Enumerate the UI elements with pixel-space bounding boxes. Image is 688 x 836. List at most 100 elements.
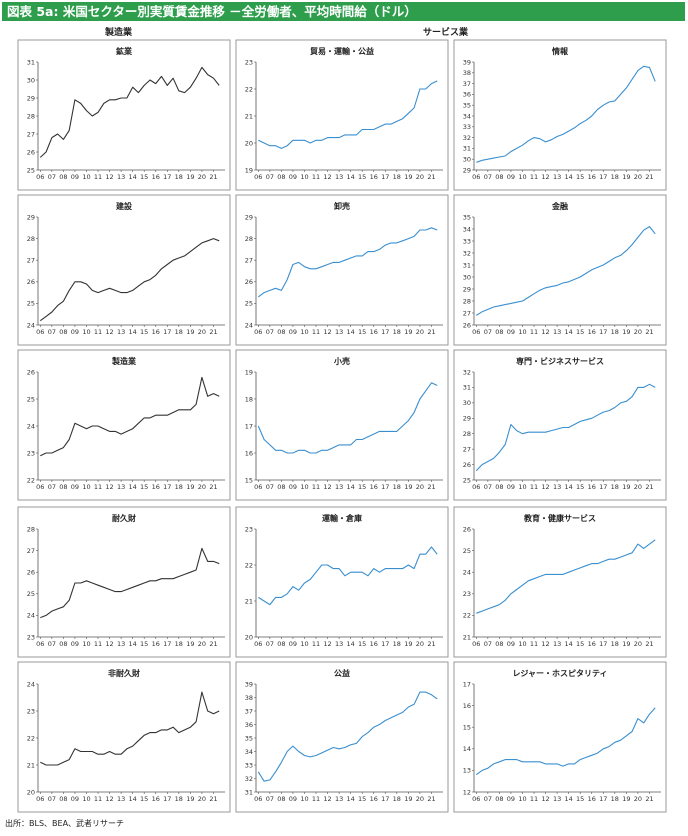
x-tick-label: 13 — [335, 328, 343, 336]
x-tick-label: 17 — [599, 640, 607, 648]
x-tick-label: 15 — [140, 173, 148, 181]
y-tick-label: 38 — [463, 69, 471, 77]
panel-title: 貿易・運輸・公益 — [310, 46, 374, 56]
x-tick-label: 14 — [565, 328, 573, 336]
x-tick-label: 16 — [588, 795, 596, 803]
x-tick-label: 11 — [312, 795, 320, 803]
y-tick-label: 33 — [463, 123, 471, 131]
x-tick-label: 14 — [565, 640, 573, 648]
y-tick-label: 20 — [245, 139, 253, 147]
y-tick-label: 30 — [463, 273, 471, 281]
x-tick-label: 07 — [266, 640, 274, 648]
y-tick-label: 36 — [245, 721, 253, 729]
y-tick-label: 22 — [27, 476, 35, 484]
x-tick-label: 06 — [472, 795, 480, 803]
y-tick-label: 21 — [245, 597, 253, 605]
panel-frame — [453, 506, 667, 658]
x-tick-label: 09 — [71, 328, 79, 336]
x-tick-label: 10 — [518, 795, 526, 803]
x-tick-label: 18 — [611, 173, 619, 181]
x-tick-label: 14 — [347, 640, 355, 648]
y-tick-label: 33 — [463, 237, 471, 245]
x-tick-label: 14 — [565, 795, 573, 803]
y-tick-label: 23 — [245, 525, 253, 533]
y-tick-label: 30 — [463, 399, 471, 407]
y-tick-label: 28 — [27, 525, 35, 533]
x-tick-label: 15 — [576, 173, 584, 181]
x-tick-label: 10 — [518, 640, 526, 648]
y-tick-label: 34 — [463, 112, 471, 120]
x-tick-label: 11 — [94, 328, 102, 336]
y-tick-label: 25 — [27, 166, 35, 174]
x-tick-label: 20 — [634, 640, 642, 648]
y-tick-label: 17 — [245, 422, 253, 430]
panel-frame — [17, 661, 231, 813]
x-tick-label: 21 — [645, 483, 653, 491]
y-tick-label: 22 — [245, 85, 253, 93]
x-tick-label: 13 — [553, 483, 561, 491]
y-tick-label: 25 — [463, 547, 471, 555]
x-tick-label: 16 — [370, 173, 378, 181]
y-tick-label: 20 — [245, 633, 253, 641]
x-tick-label: 12 — [323, 328, 331, 336]
x-tick-label: 09 — [289, 640, 297, 648]
series-line — [257, 691, 438, 782]
x-tick-label: 14 — [129, 795, 137, 803]
x-tick-label: 06 — [472, 173, 480, 181]
x-tick-label: 10 — [300, 795, 308, 803]
y-tick-label: 26 — [27, 148, 35, 156]
panel-frame — [17, 506, 231, 658]
x-tick-label: 20 — [198, 328, 206, 336]
x-tick-label: 10 — [518, 328, 526, 336]
x-tick-label: 13 — [553, 795, 561, 803]
y-tick-label: 22 — [463, 612, 471, 620]
x-tick-label: 19 — [186, 328, 194, 336]
y-tick-label: 32 — [463, 249, 471, 257]
x-tick-label: 11 — [530, 173, 538, 181]
x-tick-label: 19 — [404, 640, 412, 648]
x-tick-label: 17 — [163, 173, 171, 181]
y-tick-label: 26 — [245, 278, 253, 286]
y-tick-label: 28 — [245, 235, 253, 243]
x-tick-label: 11 — [530, 483, 538, 491]
y-tick-label: 30 — [27, 76, 35, 84]
y-tick-label: 27 — [463, 445, 471, 453]
y-tick-label: 23 — [27, 633, 35, 641]
x-tick-label: 21 — [645, 640, 653, 648]
x-tick-label: 18 — [393, 640, 401, 648]
y-tick-label: 27 — [245, 257, 253, 265]
figure-title: 図表 5a: 米国セクター別実質賃金推移 －全労働者、平均時間給（ドル） — [2, 2, 685, 21]
y-tick-label: 29 — [463, 285, 471, 293]
x-tick-label: 13 — [117, 173, 125, 181]
x-tick-label: 10 — [82, 328, 90, 336]
x-tick-label: 18 — [175, 640, 183, 648]
y-tick-label: 30 — [463, 156, 471, 164]
y-tick-label: 13 — [463, 767, 471, 775]
y-tick-label: 15 — [463, 724, 471, 732]
y-tick-label: 27 — [463, 309, 471, 317]
x-tick-label: 15 — [358, 173, 366, 181]
y-tick-label: 27 — [27, 130, 35, 138]
series-line — [475, 707, 656, 776]
x-tick-label: 13 — [117, 483, 125, 491]
x-tick-label: 06 — [472, 328, 480, 336]
series-line — [257, 227, 438, 298]
chart-panel-utilities: 公益 31 32 33 34 35 36 37 38 39 06 07 08 09 10 11 12 13 14 15… — [235, 661, 449, 813]
x-tick-label: 15 — [358, 640, 366, 648]
x-tick-label: 10 — [82, 640, 90, 648]
series-line — [257, 382, 438, 454]
panel-title: 建設 — [115, 201, 133, 211]
series-line — [258, 80, 438, 149]
panel-title: 金融 — [551, 201, 568, 211]
x-tick-label: 09 — [507, 328, 515, 336]
x-tick-label: 12 — [323, 173, 331, 181]
x-tick-label: 08 — [495, 328, 503, 336]
y-tick-label: 35 — [463, 213, 471, 221]
x-tick-label: 18 — [175, 328, 183, 336]
x-tick-label: 17 — [599, 173, 607, 181]
y-tick-label: 31 — [245, 788, 253, 796]
y-tick-label: 26 — [27, 368, 35, 376]
x-tick-label: 09 — [289, 328, 297, 336]
